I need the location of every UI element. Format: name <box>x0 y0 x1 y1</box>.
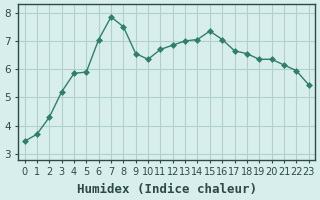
X-axis label: Humidex (Indice chaleur): Humidex (Indice chaleur) <box>76 183 257 196</box>
